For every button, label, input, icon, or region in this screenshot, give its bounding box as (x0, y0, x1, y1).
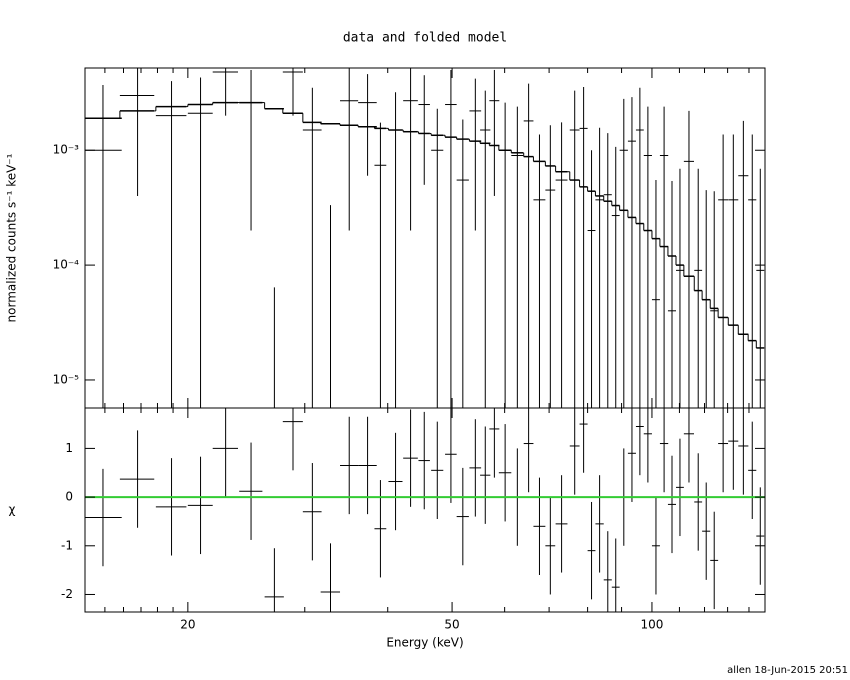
y-axis-label: normalized counts s⁻¹ keV⁻¹ (5, 153, 19, 322)
x-tick-label: 50 (444, 618, 459, 632)
y-tick-label: 10⁻³ (53, 143, 80, 157)
top-plot (85, 68, 765, 408)
chart-title: data and folded model (343, 31, 507, 46)
bottom-plot (85, 408, 765, 612)
y-tick-label: 10⁻⁵ (53, 372, 80, 386)
y-tick-label: -1 (61, 538, 73, 552)
footer: allen 18-Jun-2015 20:51 (727, 665, 848, 676)
x-tick-label: 100 (640, 618, 663, 632)
axes: 20 50 100 10⁻⁵ 10⁻⁴ 10⁻³ -2 -1 0 1 (53, 68, 765, 632)
y-tick-label: 10⁻⁴ (53, 258, 80, 272)
y-tick-label: 0 (65, 490, 73, 504)
y-tick-label: 1 (65, 441, 73, 455)
x-tick-label: 20 (180, 618, 195, 632)
x-axis-label: Energy (keV) (386, 636, 463, 650)
bottom-frame (84, 407, 766, 613)
y-axis-label: χ (9, 503, 16, 517)
top-frame (84, 67, 766, 409)
y-tick-label: -2 (61, 587, 73, 601)
